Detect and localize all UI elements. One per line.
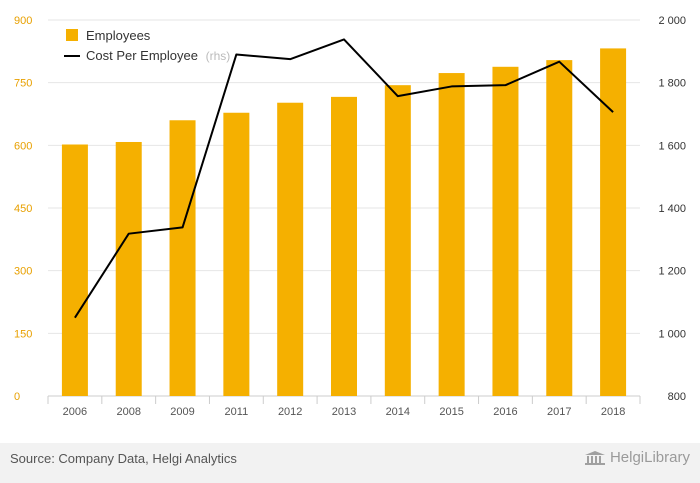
left-tick-label: 600 — [14, 140, 32, 152]
x-tick-label: 2009 — [170, 406, 194, 418]
right-tick-label: 1 400 — [658, 203, 686, 215]
point-cost-per-employee-2012[interactable] — [287, 56, 293, 62]
point-cost-per-employee-2018[interactable] — [610, 109, 616, 115]
point-cost-per-employee-2017[interactable] — [556, 59, 562, 65]
right-tick-label: 2 000 — [658, 15, 686, 27]
combo-chart: 0 150 300 450 600 750 900 800 1 000 1 200 1 400 1 … — [14, 15, 686, 418]
bar-employees-2008[interactable] — [115, 141, 142, 396]
left-tick-label: 0 — [14, 391, 20, 403]
legend-label-cost-per-employee: Cost Per Employee (rhs) — [86, 48, 230, 63]
legend-label-rhs-note: (rhs) — [206, 49, 231, 63]
bar-employees-2013[interactable] — [331, 96, 357, 397]
point-cost-per-employee-2015[interactable] — [449, 83, 455, 89]
left-tick-label: 900 — [14, 15, 32, 27]
legend[interactable]: Employees Cost Per Employee (rhs) — [64, 28, 230, 63]
right-tick-label: 1 600 — [658, 140, 686, 152]
x-tick-label: 2013 — [332, 406, 356, 418]
point-cost-per-employee-2006[interactable] — [72, 315, 78, 321]
bar-employees-2006[interactable] — [61, 144, 88, 396]
bar-employees-2014[interactable] — [384, 85, 411, 396]
legend-label-cost-text: Cost Per Employee — [86, 48, 198, 63]
bar-employees-2009[interactable] — [169, 120, 196, 397]
line-series-cost-per-employee — [72, 36, 616, 321]
left-tick-label: 450 — [14, 203, 32, 215]
bar-employees-2018[interactable] — [600, 48, 627, 397]
right-tick-label: 1 800 — [658, 78, 686, 90]
library-building-icon — [584, 450, 605, 465]
x-tick-label: 2015 — [439, 406, 463, 418]
right-tick-label: 1 000 — [658, 328, 686, 340]
left-tick-label: 150 — [14, 328, 32, 340]
x-tick-label: 2018 — [601, 406, 625, 418]
point-cost-per-employee-2014[interactable] — [395, 93, 401, 99]
point-cost-per-employee-2008[interactable] — [126, 231, 132, 237]
brand-logo[interactable]: HelgiLibrary — [584, 449, 690, 466]
line-cost-per-employee[interactable] — [74, 38, 614, 319]
legend-label-employees: Employees — [86, 28, 151, 43]
right-axis-ticks: 800 1 000 1 200 1 400 1 600 1 800 2 000 — [658, 15, 686, 403]
bar-employees-2015[interactable] — [438, 73, 465, 397]
footer: Source: Company Data, Helgi Analytics He… — [0, 443, 700, 483]
x-tick-label: 2016 — [493, 406, 517, 418]
bar-employees-2011[interactable] — [223, 112, 250, 396]
x-tick-label: 2008 — [116, 406, 140, 418]
left-tick-label: 750 — [14, 78, 32, 90]
right-tick-label: 800 — [668, 391, 686, 403]
right-tick-label: 1 200 — [658, 266, 686, 278]
point-cost-per-employee-2011[interactable] — [233, 51, 239, 57]
x-tick-label: 2006 — [63, 406, 87, 418]
bar-employees-2016[interactable] — [492, 66, 519, 397]
left-axis-ticks: 0 150 300 450 600 750 900 — [14, 15, 32, 403]
bar-series-employees — [61, 48, 627, 397]
point-cost-per-employee-2013[interactable] — [341, 36, 347, 42]
x-axis-ticks: 2006 2008 2009 2011 2012 2013 2014 2015 2016 2017… — [63, 406, 626, 418]
legend-swatch-employees — [66, 29, 78, 41]
source-text: Source: Company Data, Helgi Analytics — [10, 451, 237, 466]
brand-name: HelgiLibrary — [609, 449, 690, 466]
x-tick-label: 2011 — [225, 406, 249, 418]
bar-employees-2012[interactable] — [277, 102, 304, 396]
x-tick-label: 2017 — [547, 406, 571, 418]
bar-employees-2017[interactable] — [546, 60, 573, 397]
point-cost-per-employee-2016[interactable] — [502, 82, 508, 88]
left-tick-label: 300 — [14, 266, 32, 278]
point-cost-per-employee-2009[interactable] — [180, 224, 186, 230]
x-tick-label: 2012 — [278, 406, 302, 418]
x-tick-label: 2014 — [386, 406, 410, 418]
